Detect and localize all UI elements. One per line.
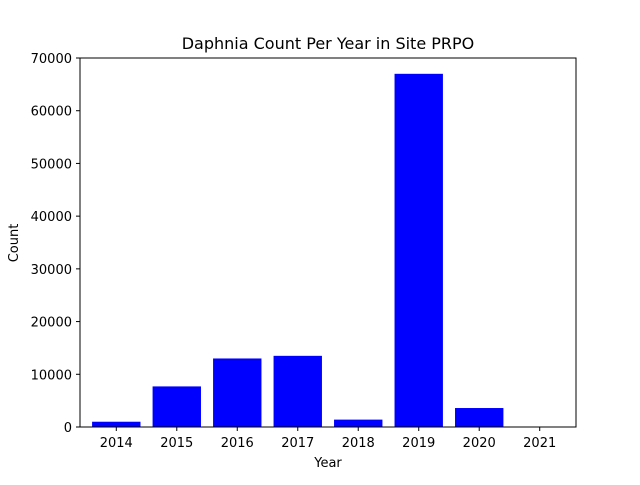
x-axis-label: Year xyxy=(313,456,342,471)
bar-2017 xyxy=(273,355,322,427)
bars-group xyxy=(92,73,504,428)
x-tick-label: 2021 xyxy=(523,436,556,451)
bar-2016 xyxy=(213,358,262,427)
bar-2014 xyxy=(92,421,141,427)
x-tick-label: 2019 xyxy=(402,436,435,451)
y-tick-label: 40000 xyxy=(31,210,72,225)
y-tick-label: 30000 xyxy=(31,263,72,278)
bar-2018 xyxy=(334,419,383,427)
x-axis: 2014 2015 2016 2017 2018 2019 2020 2021 xyxy=(100,427,556,451)
x-tick-label: 2015 xyxy=(160,436,193,451)
x-tick-label: 2018 xyxy=(342,436,375,451)
y-tick-label: 0 xyxy=(64,421,72,436)
y-axis: 0 10000 20000 30000 40000 50000 60000 70000 xyxy=(31,52,80,436)
bar-2015 xyxy=(152,386,201,427)
x-tick-label: 2020 xyxy=(463,436,496,451)
y-tick-label: 60000 xyxy=(31,105,72,120)
chart-title: Daphnia Count Per Year in Site PRPO xyxy=(182,34,475,53)
bar-2020 xyxy=(455,408,504,427)
bar-2019 xyxy=(394,73,443,428)
y-tick-label: 20000 xyxy=(31,316,72,331)
plot-frame xyxy=(79,57,577,428)
y-tick-label: 10000 xyxy=(31,368,72,383)
x-tick-label: 2017 xyxy=(281,436,314,451)
y-tick-label: 70000 xyxy=(31,52,72,67)
x-tick-label: 2014 xyxy=(100,436,133,451)
y-tick-label: 50000 xyxy=(31,157,72,172)
y-axis-label: Count xyxy=(7,224,22,263)
x-tick-label: 2016 xyxy=(221,436,254,451)
